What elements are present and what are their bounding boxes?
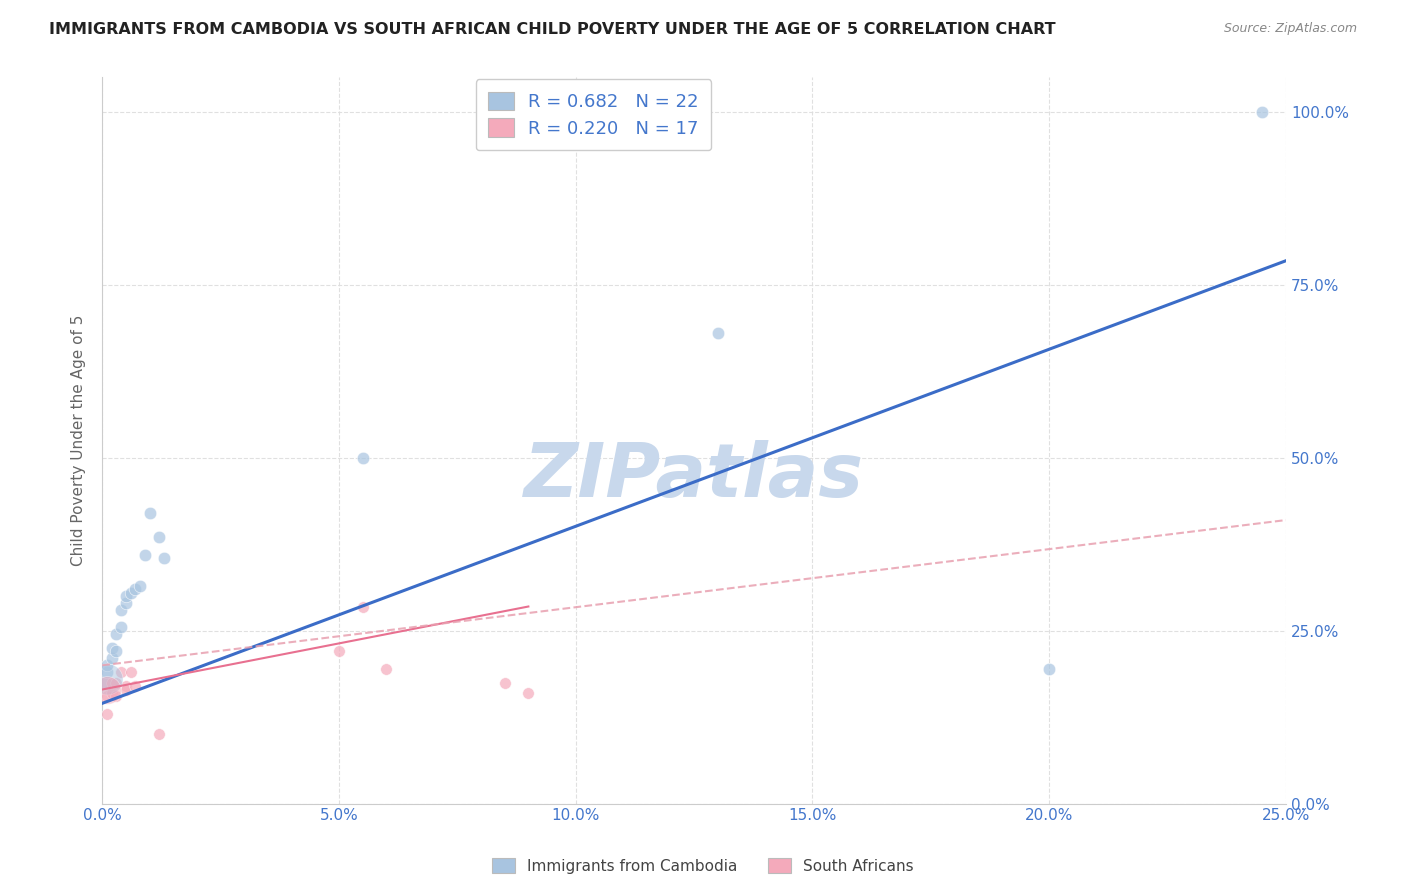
Point — [517, 686, 540, 700]
Point — [129, 579, 152, 593]
Point — [105, 675, 128, 690]
Point — [375, 662, 398, 676]
Point — [352, 599, 374, 614]
Point — [138, 506, 160, 520]
Text: ZIPatlas: ZIPatlas — [524, 441, 865, 513]
Text: IMMIGRANTS FROM CAMBODIA VS SOUTH AFRICAN CHILD POVERTY UNDER THE AGE OF 5 CORRE: IMMIGRANTS FROM CAMBODIA VS SOUTH AFRICA… — [49, 22, 1056, 37]
Point — [124, 679, 146, 693]
Point — [100, 686, 122, 700]
Point — [110, 620, 132, 634]
Point — [120, 585, 142, 599]
Point — [100, 675, 122, 690]
Point — [148, 530, 170, 544]
Point — [148, 727, 170, 741]
Point — [96, 690, 118, 704]
Y-axis label: Child Poverty Under the Age of 5: Child Poverty Under the Age of 5 — [72, 315, 86, 566]
Point — [134, 548, 156, 562]
Point — [1038, 662, 1060, 676]
Point — [115, 682, 138, 697]
Point — [120, 665, 142, 680]
Point — [328, 644, 350, 658]
Point — [352, 450, 374, 465]
Point — [96, 682, 118, 697]
Point — [494, 675, 516, 690]
Legend: Immigrants from Cambodia, South Africans: Immigrants from Cambodia, South Africans — [486, 852, 920, 880]
Point — [110, 603, 132, 617]
Point — [105, 627, 128, 641]
Point — [115, 679, 138, 693]
Point — [105, 644, 128, 658]
Point — [96, 672, 118, 686]
Text: Source: ZipAtlas.com: Source: ZipAtlas.com — [1223, 22, 1357, 36]
Point — [96, 658, 118, 673]
Point — [152, 551, 174, 566]
Point — [100, 640, 122, 655]
Point — [115, 589, 138, 603]
Point — [1251, 105, 1274, 120]
Point — [105, 690, 128, 704]
Point — [96, 665, 118, 680]
Point — [124, 582, 146, 597]
Point — [115, 596, 138, 610]
Point — [706, 326, 728, 341]
Point — [100, 651, 122, 665]
Point — [96, 706, 118, 721]
Legend: R = 0.682   N = 22, R = 0.220   N = 17: R = 0.682 N = 22, R = 0.220 N = 17 — [475, 79, 711, 151]
Point — [110, 665, 132, 680]
Point — [93, 675, 115, 690]
